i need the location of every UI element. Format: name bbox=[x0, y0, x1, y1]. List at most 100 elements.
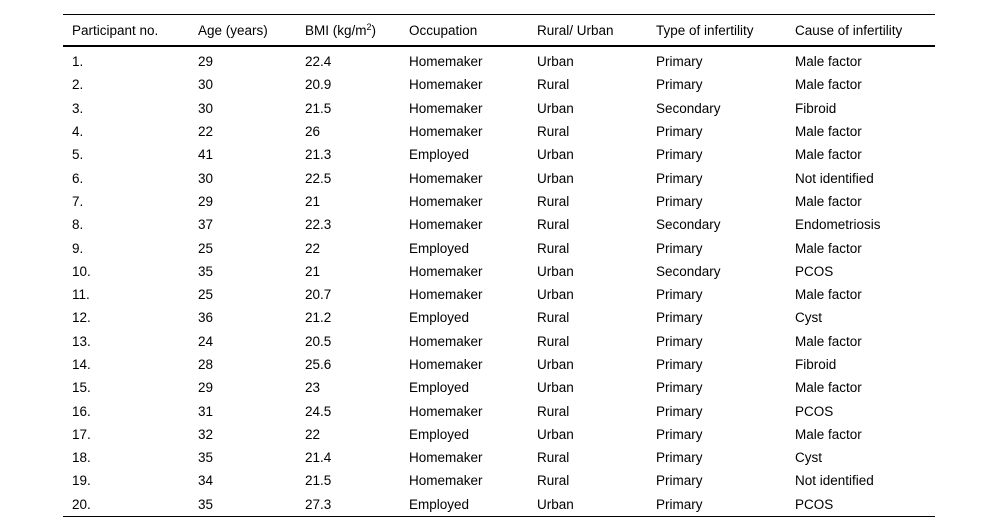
cell-rural-urban: Rural bbox=[537, 193, 570, 209]
cell-infertility-cause: Male factor bbox=[795, 380, 862, 396]
cell-infertility-type: Primary bbox=[656, 496, 703, 512]
column-header-rural-urban: Rural/ Urban bbox=[528, 14, 647, 47]
cell-infertility-cause: Male factor bbox=[795, 333, 862, 349]
column-header-infertility-cause: Cause of infertility bbox=[786, 14, 935, 47]
cell-age: 28 bbox=[198, 357, 214, 372]
cell-age: 35 bbox=[198, 450, 214, 466]
cell-infertility-cause: Fibroid bbox=[795, 100, 837, 116]
cell-participant-no: 18. bbox=[72, 450, 91, 466]
table-row: 10. 35 21 Homemaker Urban Secondary PCOS bbox=[63, 260, 935, 283]
cell-infertility-type: Primary bbox=[656, 240, 703, 256]
cell-infertility-type: Primary bbox=[656, 450, 703, 466]
cell-occupation: Homemaker bbox=[409, 403, 483, 419]
cell-rural-urban: Urban bbox=[537, 170, 574, 186]
cell-rural-urban: Urban bbox=[537, 426, 574, 442]
cell-bmi: 20.5 bbox=[305, 333, 332, 349]
cell-rural-urban: Urban bbox=[537, 496, 574, 512]
cell-bmi: 20.9 bbox=[305, 77, 332, 93]
cell-occupation: Homemaker bbox=[409, 217, 483, 233]
column-header-occupation: Occupation bbox=[400, 14, 528, 47]
cell-bmi: 21.4 bbox=[305, 450, 332, 466]
cell-age: 32 bbox=[198, 426, 214, 442]
cell-participant-no: 5. bbox=[72, 147, 84, 163]
cell-occupation: Employed bbox=[409, 310, 470, 326]
column-header-bmi: BMI (kg/m2) bbox=[296, 14, 400, 47]
table-row: 3. 30 21.5 Homemaker Urban Secondary Fibroid bbox=[63, 97, 935, 120]
cell-rural-urban: Urban bbox=[537, 54, 574, 70]
table-row: 7. 29 21 Homemaker Rural Primary Male factor bbox=[63, 190, 935, 213]
cell-rural-urban: Rural bbox=[537, 217, 570, 233]
cell-participant-no: 19. bbox=[72, 473, 91, 489]
cell-age: 41 bbox=[198, 147, 214, 163]
table-header: Participant no. Age (years) BMI (kg/m2) … bbox=[63, 14, 935, 47]
column-header-age: Age (years) bbox=[189, 14, 296, 47]
cell-age: 25 bbox=[198, 240, 214, 256]
cell-age: 29 bbox=[198, 54, 214, 70]
cell-age: 37 bbox=[198, 217, 214, 233]
cell-rural-urban: Rural bbox=[537, 124, 570, 140]
cell-participant-no: 10. bbox=[72, 263, 91, 279]
cell-infertility-type: Primary bbox=[656, 124, 703, 140]
cell-age: 30 bbox=[198, 170, 214, 186]
cell-infertility-cause: Male factor bbox=[795, 77, 862, 93]
cell-age: 35 bbox=[198, 496, 214, 512]
cell-bmi: 22 bbox=[305, 426, 321, 442]
cell-participant-no: 6. bbox=[72, 170, 84, 186]
cell-infertility-cause: Fibroid bbox=[795, 357, 837, 372]
cell-participant-no: 14. bbox=[72, 357, 91, 372]
cell-participant-no: 4. bbox=[72, 124, 84, 140]
cell-participant-no: 20. bbox=[72, 496, 91, 512]
cell-infertility-type: Primary bbox=[656, 54, 703, 70]
cell-infertility-type: Primary bbox=[656, 426, 703, 442]
cell-occupation: Employed bbox=[409, 240, 470, 256]
cell-infertility-type: Secondary bbox=[656, 263, 721, 279]
cell-infertility-type: Primary bbox=[656, 380, 703, 396]
cell-participant-no: 15. bbox=[72, 380, 91, 396]
column-header-infertility-type: Type of infertility bbox=[647, 14, 786, 47]
cell-bmi: 21.5 bbox=[305, 100, 332, 116]
cell-infertility-type: Primary bbox=[656, 77, 703, 93]
cell-bmi: 26 bbox=[305, 124, 321, 140]
cell-bmi: 21 bbox=[305, 193, 321, 209]
cell-infertility-type: Primary bbox=[656, 170, 703, 186]
table-row: 14. 28 25.6 Homemaker Urban Primary Fibroid bbox=[63, 353, 935, 376]
cell-bmi: 21.3 bbox=[305, 147, 332, 163]
table-row: 5. 41 21.3 Employed Urban Primary Male factor bbox=[63, 143, 935, 166]
table-row: 2. 30 20.9 Homemaker Rural Primary Male factor bbox=[63, 73, 935, 96]
table-row: 1. 29 22.4 Homemaker Urban Primary Male factor bbox=[63, 46, 935, 73]
participant-demographics-table-container: Participant no. Age (years) BMI (kg/m2) … bbox=[63, 14, 935, 517]
cell-occupation: Homemaker bbox=[409, 357, 483, 372]
cell-bmi: 22.3 bbox=[305, 217, 332, 233]
table-row: 12. 36 21.2 Employed Rural Primary Cyst bbox=[63, 306, 935, 329]
cell-infertility-cause: Male factor bbox=[795, 124, 862, 140]
table-row: 19. 34 21.5 Homemaker Rural Primary Not identi… bbox=[63, 469, 935, 492]
cell-infertility-cause: Male factor bbox=[795, 240, 862, 256]
cell-age: 25 bbox=[198, 287, 214, 303]
cell-infertility-cause: Male factor bbox=[795, 147, 862, 163]
cell-occupation: Homemaker bbox=[409, 170, 483, 186]
table-row: 20. 35 27.3 Employed Urban Primary PCOS bbox=[63, 493, 935, 517]
cell-occupation: Employed bbox=[409, 380, 470, 396]
cell-age: 29 bbox=[198, 380, 214, 396]
cell-rural-urban: Urban bbox=[537, 287, 574, 303]
cell-rural-urban: Rural bbox=[537, 403, 570, 419]
cell-infertility-cause: Cyst bbox=[795, 310, 822, 326]
cell-bmi: 22.4 bbox=[305, 54, 332, 70]
cell-rural-urban: Urban bbox=[537, 100, 574, 116]
cell-participant-no: 9. bbox=[72, 240, 84, 256]
cell-age: 34 bbox=[198, 473, 214, 489]
cell-infertility-type: Primary bbox=[656, 287, 703, 303]
cell-age: 35 bbox=[198, 263, 214, 279]
cell-participant-no: 8. bbox=[72, 217, 84, 233]
cell-occupation: Homemaker bbox=[409, 54, 483, 70]
cell-age: 36 bbox=[198, 310, 214, 326]
cell-age: 29 bbox=[198, 193, 214, 209]
cell-occupation: Homemaker bbox=[409, 124, 483, 140]
cell-bmi: 22 bbox=[305, 240, 321, 256]
table-row: 9. 25 22 Employed Rural Primary Male factor bbox=[63, 236, 935, 259]
cell-rural-urban: Urban bbox=[537, 357, 574, 372]
table-row: 8. 37 22.3 Homemaker Rural Secondary Endometri… bbox=[63, 213, 935, 236]
cell-bmi: 25.6 bbox=[305, 357, 332, 372]
cell-infertility-type: Primary bbox=[656, 403, 703, 419]
